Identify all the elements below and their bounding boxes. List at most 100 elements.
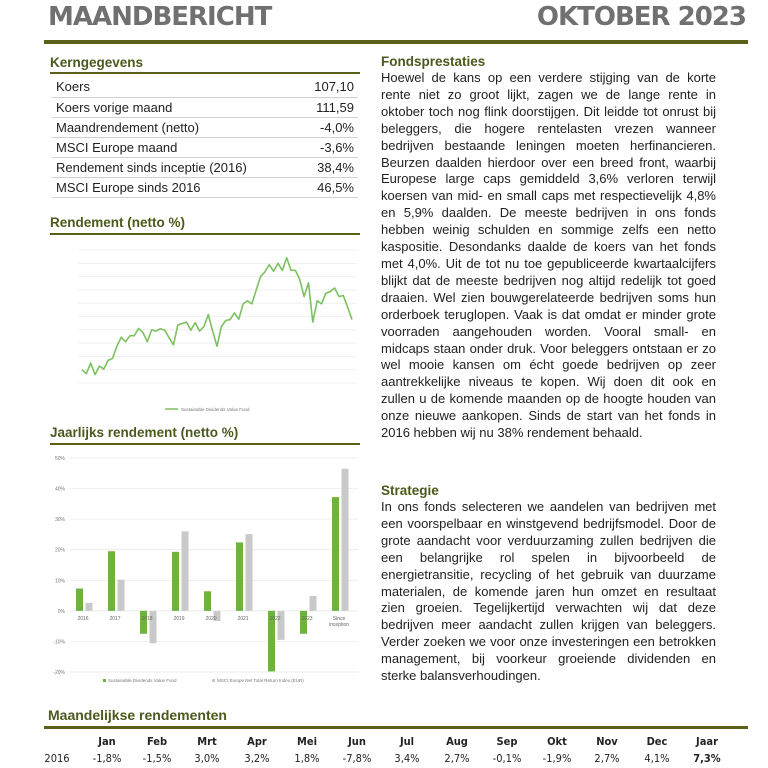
bar: [213, 610, 221, 621]
y-tick-label: 30%: [55, 517, 66, 523]
x-tick-label: Since: [333, 616, 346, 622]
table-header: Jan Feb Mrt Apr Mei Jun Jul Aug Sep Okt Nov Dec Jaar: [32, 733, 732, 750]
table-cell: 3,2%: [244, 752, 270, 765]
bar: [268, 610, 275, 672]
bar: [108, 551, 115, 611]
table-cell: -7,8%: [342, 752, 372, 765]
kerngegevens-table: Koers 107,10 Koers vorige maand 111,59 Maand…: [52, 77, 358, 198]
table-cell: -1,9%: [542, 752, 572, 765]
y-tick-label: 50%: [55, 456, 66, 462]
bar: [140, 610, 147, 634]
jaarlijks-bar-chart: -20% -10% 0% 10% 20% 30% 40% 50% 2016 2017 2018 201…: [53, 456, 358, 683]
row-value: 111,59: [298, 97, 358, 118]
kerngegevens-row: MSCI Europe sinds 2016 46,5%: [52, 177, 358, 198]
report-title: MAANDBERICHT: [48, 2, 272, 32]
column-header: Jun: [348, 735, 366, 748]
kerngegevens-heading: Kerngegevens: [50, 55, 144, 70]
column-header: Jaar: [696, 735, 718, 748]
row-value: 107,10: [298, 77, 358, 98]
table-cell: 3,4%: [394, 752, 420, 765]
table-cell: -1,5%: [142, 752, 172, 765]
column-header: Jan: [98, 735, 116, 748]
strategie-heading: Strategie: [381, 483, 439, 498]
legend-label: MSCI Europe Net Total Return Index (EUR): [217, 678, 304, 683]
rendement-line-chart: Sustainable Dividends Value Fund: [78, 249, 356, 412]
bar: [172, 551, 179, 611]
legend-swatch: [212, 679, 215, 682]
legend-label: Sustainable Dividends Value Fund: [108, 678, 177, 683]
row-value: -3,6%: [298, 137, 358, 158]
bar: [204, 591, 211, 611]
bar: [181, 531, 189, 611]
x-tick-label: 2023: [301, 616, 312, 622]
kerngegevens-row: Koers 107,10: [52, 77, 358, 98]
kerngegevens-row: Koers vorige maand 111,59: [52, 97, 358, 118]
column-header: Apr: [247, 735, 267, 748]
strategie-text: In ons fonds selecteren we aandelen van …: [381, 499, 716, 684]
row-label: Maandrendement (netto): [52, 117, 299, 138]
fund-line: [81, 256, 353, 376]
kerngegevens-row: MSCI Europe maand -3,6%: [52, 137, 358, 158]
jaarlijks-heading: Jaarlijks rendement (netto %): [50, 425, 239, 440]
rendement-heading: Rendement (netto %): [50, 215, 185, 230]
bar: [332, 497, 339, 611]
column-header: Dec: [646, 735, 668, 748]
column-header: Feb: [146, 735, 168, 748]
legend-label: Sustainable Dividends Value Fund: [181, 407, 250, 412]
bar: [341, 468, 349, 611]
bar: [300, 610, 307, 634]
column-header: [32, 733, 82, 750]
x-tick-label: 2017: [109, 616, 120, 622]
table-cell: 2,7%: [594, 752, 620, 765]
x-tick-label: 2021: [237, 616, 248, 622]
table-cell: 1,8%: [294, 752, 320, 765]
row-label: MSCI Europe maand: [52, 137, 299, 158]
bar: [85, 602, 93, 611]
bar: [309, 595, 317, 611]
maandelijks-heading: Maandelijkse rendementen: [48, 707, 227, 723]
table-cell: 2016: [44, 752, 70, 765]
kerngegevens-row: Maandrendement (netto) -4,0%: [52, 117, 358, 138]
y-tick-label: -10%: [53, 639, 65, 645]
x-tick-label: 2016: [77, 616, 88, 622]
bar: [236, 542, 243, 611]
y-tick-label: 0%: [58, 609, 66, 615]
table-cell: 4,1%: [644, 752, 670, 765]
table-row: 2016 -1,8% -1,5% 3,0% 3,2% 1,8% -7,8% 3,4% 2,7% -…: [32, 750, 732, 767]
column-header: Mrt: [197, 735, 217, 748]
table-cell: 7,3%: [693, 752, 721, 765]
row-value: 46,5%: [298, 177, 358, 198]
x-tick-label: 2022: [269, 616, 280, 622]
row-label: Koers: [52, 77, 299, 98]
x-tick-label: 2018: [141, 616, 152, 622]
row-label: MSCI Europe sinds 2016: [52, 177, 299, 198]
row-value: 38,4%: [298, 157, 358, 178]
y-tick-label: 20%: [55, 548, 66, 554]
table-cell: -0,1%: [492, 752, 522, 765]
column-header: Aug: [446, 735, 468, 748]
x-tick-label: inception: [329, 622, 349, 628]
report-period: OKTOBER 2023: [536, 2, 747, 32]
kerngegevens-row: Rendement sinds inceptie (2016) 38,4%: [52, 157, 358, 178]
bar: [277, 610, 285, 640]
maandelijks-table: Jan Feb Mrt Apr Mei Jun Jul Aug Sep Okt Nov Dec Jaar…: [32, 733, 732, 767]
table-cell: 2,7%: [444, 752, 470, 765]
column-header: Nov: [596, 735, 618, 748]
row-value: -4,0%: [298, 117, 358, 138]
fondsprestaties-text: Hoewel de kans op een verdere stijging v…: [381, 70, 716, 441]
divider: [50, 72, 360, 74]
y-tick-label: 40%: [55, 487, 66, 493]
fondsprestaties-heading: Fondsprestaties: [381, 54, 486, 69]
bar: [76, 588, 83, 611]
divider: [50, 233, 360, 235]
header-divider: [44, 40, 748, 44]
column-header: Sep: [496, 735, 518, 748]
x-tick-label: 2020: [205, 616, 216, 622]
table-cell: 3,0%: [194, 752, 220, 765]
bar: [117, 579, 125, 611]
y-tick-label: -20%: [53, 670, 65, 676]
bar: [245, 534, 253, 611]
y-tick-label: 10%: [55, 578, 66, 584]
table-cell: -1,8%: [92, 752, 122, 765]
divider: [50, 443, 360, 445]
